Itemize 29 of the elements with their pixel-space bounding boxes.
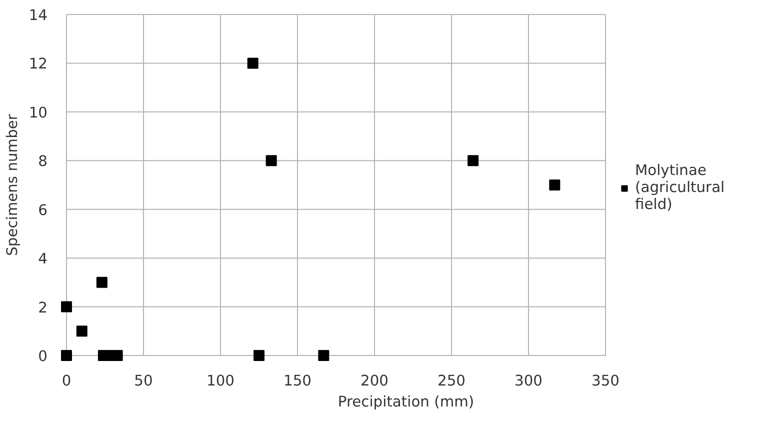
point <box>266 155 277 166</box>
x-tick-label: 100 <box>206 372 234 390</box>
point <box>96 276 108 288</box>
point <box>61 350 72 361</box>
x-tick-label: 150 <box>284 372 312 390</box>
y-tick-label: 10 <box>28 104 48 122</box>
y-tick-label: 8 <box>38 153 48 170</box>
x-tick-label: 250 <box>438 372 466 390</box>
y-tick-label: 14 <box>28 7 48 24</box>
x-tick-label: 300 <box>514 372 542 390</box>
point <box>247 58 258 69</box>
legend-label: Molytinae (agricultural field) <box>635 162 725 213</box>
point <box>468 155 479 166</box>
y-tick-label: 6 <box>38 202 48 219</box>
y-axis-title: Specimens number <box>4 113 21 256</box>
point <box>61 301 72 312</box>
y-tick-label: 0 <box>38 348 48 365</box>
y-tick-label: 4 <box>38 250 48 268</box>
point <box>318 350 330 361</box>
x-tick-label: 0 <box>62 372 72 390</box>
y-tick-label: 2 <box>38 299 48 316</box>
x-tick-label: 350 <box>592 372 620 390</box>
x-tick-label: 50 <box>134 372 153 390</box>
point <box>76 326 88 337</box>
y-tick-label: 12 <box>28 56 48 73</box>
x-tick-label: 200 <box>360 372 388 390</box>
point <box>254 350 264 361</box>
point <box>549 180 560 190</box>
x-axis-title: Precipitation (mm) <box>338 394 474 410</box>
